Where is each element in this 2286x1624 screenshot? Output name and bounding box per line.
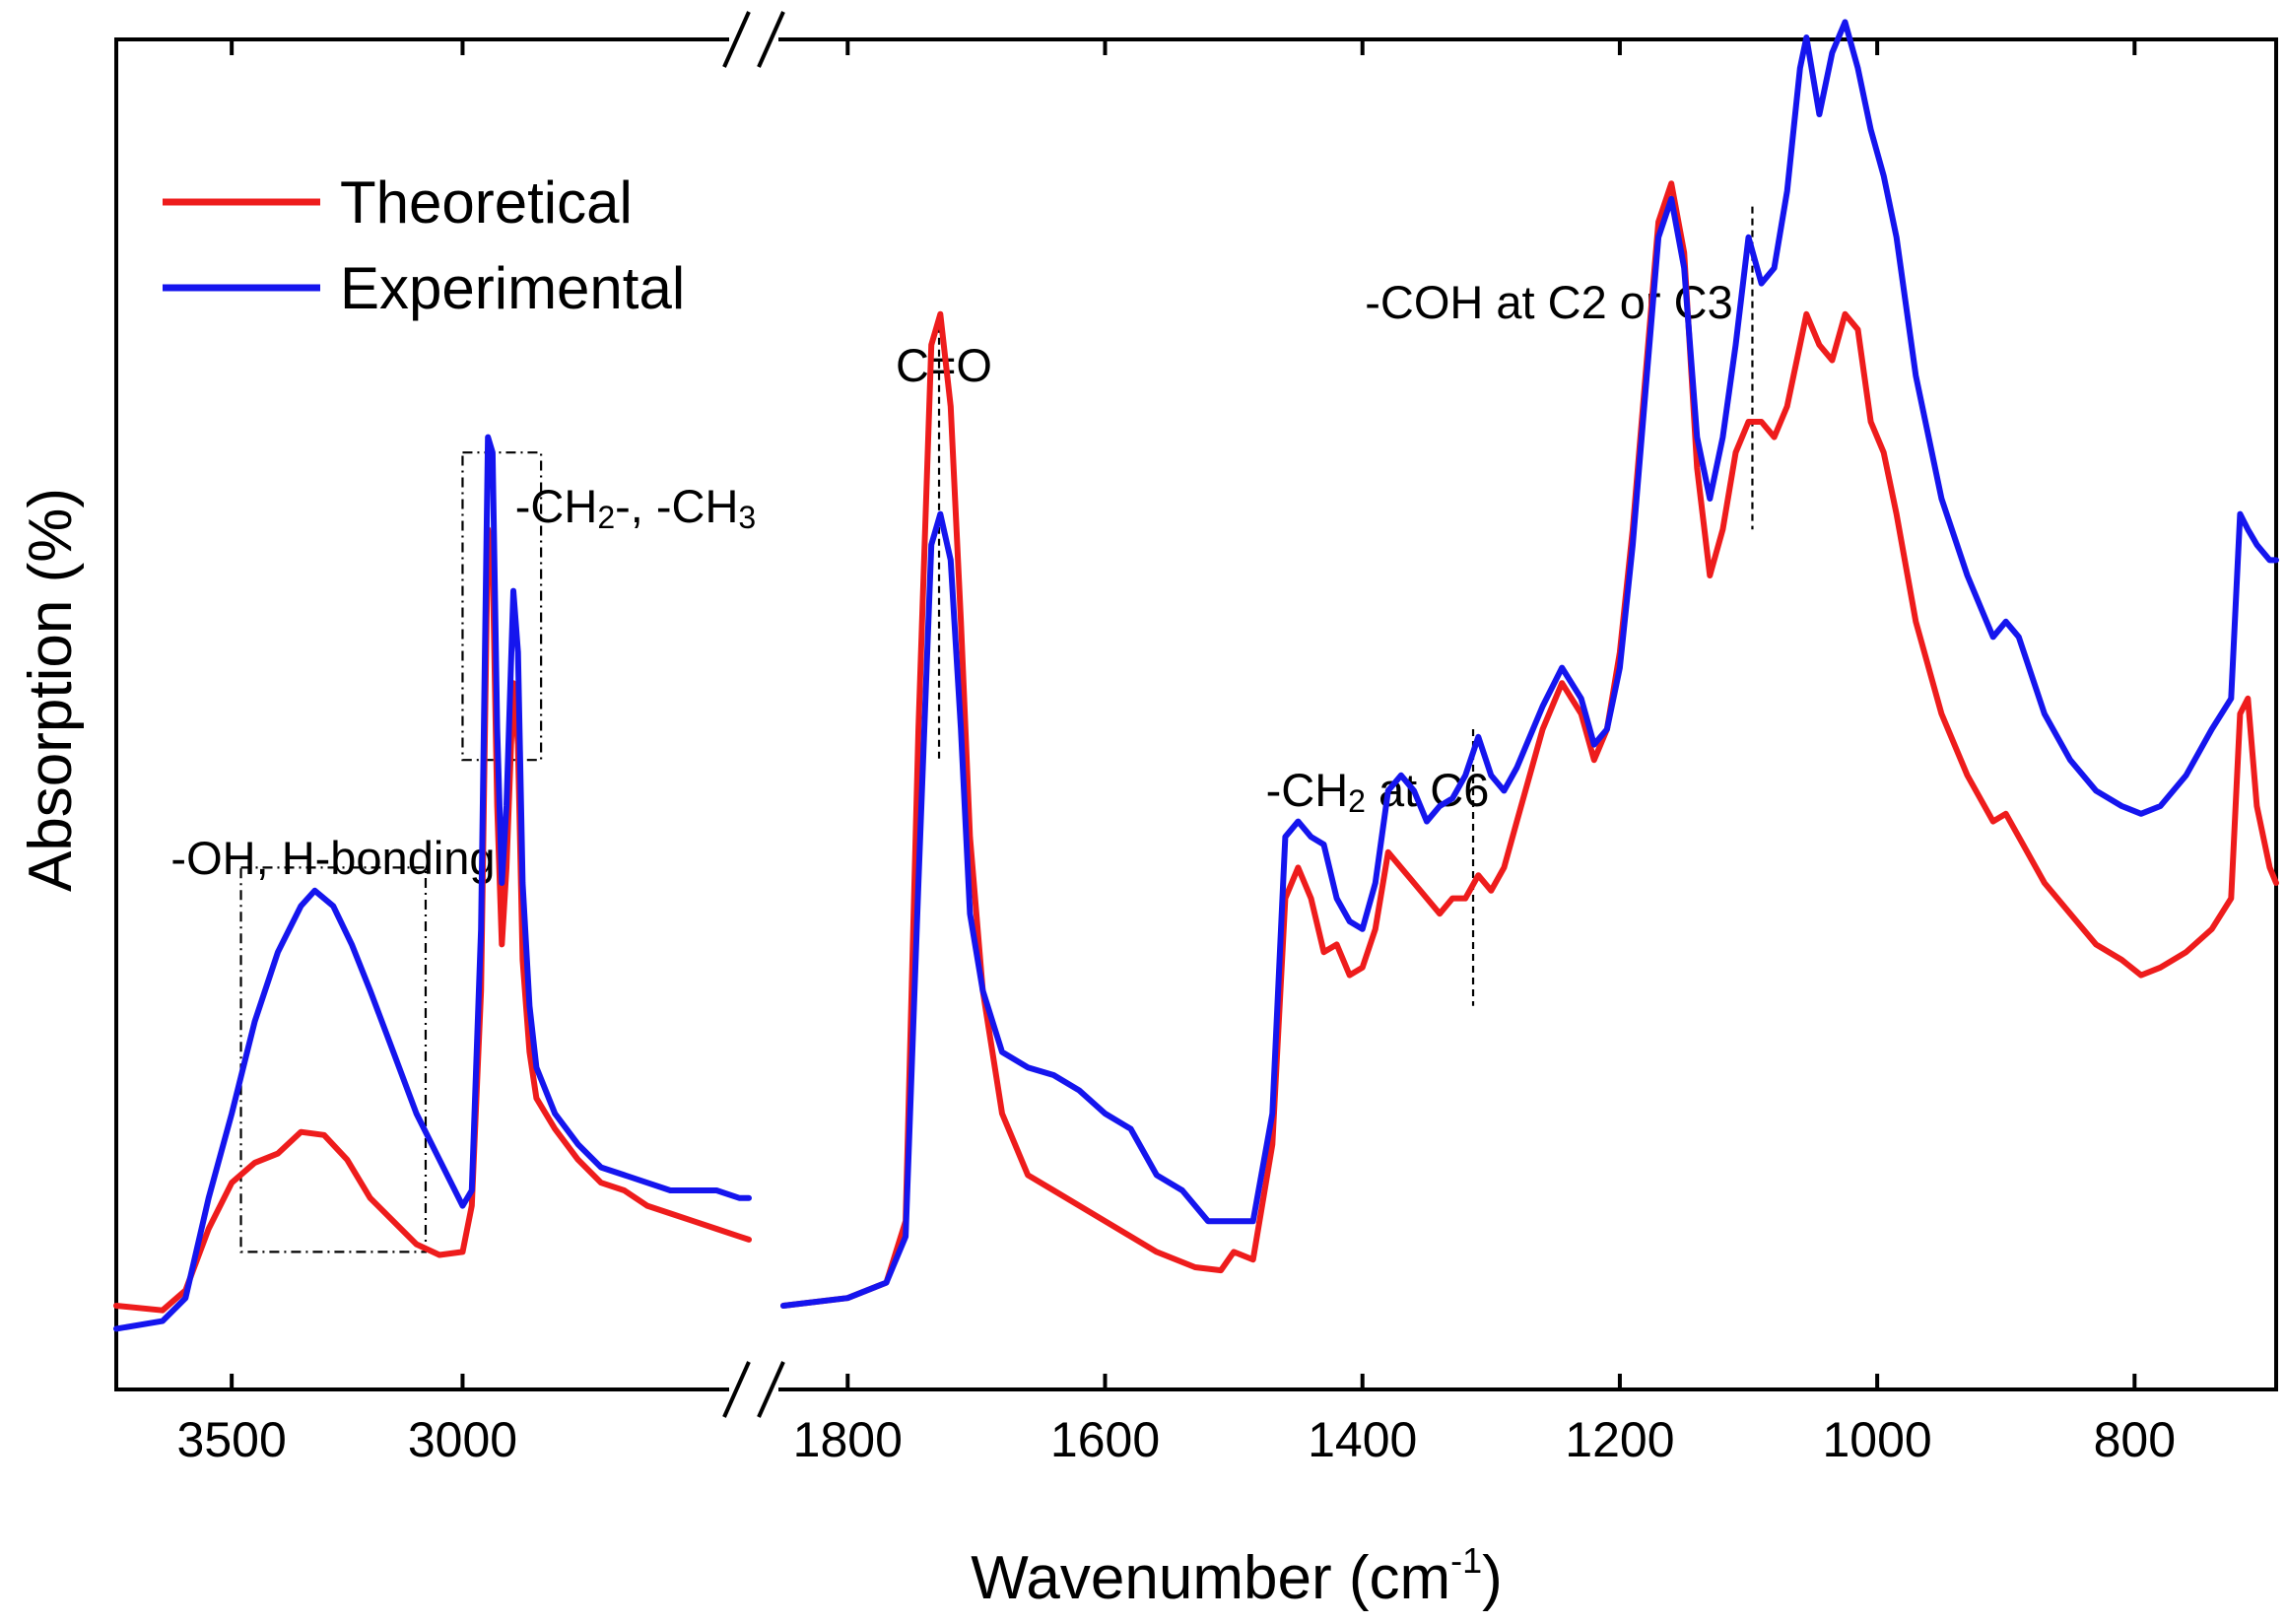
x-tick-label-3000: 3000 bbox=[408, 1412, 517, 1467]
series-group bbox=[113, 19, 2279, 1332]
x-axis-title-sup: -1 bbox=[1450, 1540, 1482, 1581]
series-experimental-segment-1 bbox=[113, 434, 752, 1332]
annotation-label-5: -COH at C2 or C3 bbox=[1365, 276, 1732, 328]
x-axis-title-close: ) bbox=[1482, 1544, 1503, 1612]
axis-break-top bbox=[722, 11, 785, 68]
annotation-label-1: -OH, H-bonding bbox=[170, 832, 495, 884]
x-ticks: 3500 3000 1800 1600 1400 1200 1000 800 bbox=[177, 39, 2176, 1467]
x-axis-title-main: Wavenumber (cm bbox=[971, 1544, 1450, 1612]
x-tick-label-1400: 1400 bbox=[1308, 1412, 1417, 1467]
series-experimental-segment-2 bbox=[780, 19, 2279, 1309]
axis-break-bottom bbox=[722, 1361, 785, 1418]
legend-label-theoretical: Theoretical bbox=[340, 169, 633, 236]
plot-frame bbox=[114, 11, 2278, 1418]
x-tick-label-1200: 1200 bbox=[1565, 1412, 1674, 1467]
annotation-box-2 bbox=[461, 451, 543, 762]
series-theoretical-segment-2 bbox=[780, 180, 2279, 1309]
annotation-label-4: -CH2 at C6 bbox=[1266, 764, 1490, 819]
legend-label-experimental: Experimental bbox=[340, 255, 685, 321]
annotation-box-1 bbox=[239, 866, 428, 1253]
x-tick-label-800: 800 bbox=[2094, 1412, 2176, 1467]
y-axis-title: Absorption (%) bbox=[17, 488, 85, 892]
annotation-label-2: -CH2-, -CH3 bbox=[515, 480, 756, 535]
x-tick-label-1600: 1600 bbox=[1050, 1412, 1160, 1467]
x-tick-label-1800: 1800 bbox=[793, 1412, 903, 1467]
x-axis-title: Wavenumber (cm-1) bbox=[971, 1540, 1503, 1612]
x-tick-label-3500: 3500 bbox=[177, 1412, 287, 1467]
legend: Theoretical Experimental bbox=[163, 169, 685, 321]
x-tick-label-1000: 1000 bbox=[1823, 1412, 1932, 1467]
